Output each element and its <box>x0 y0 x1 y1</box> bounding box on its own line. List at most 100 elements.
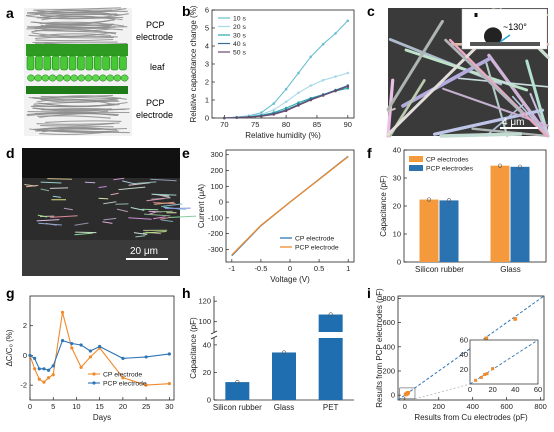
category-label: Glass <box>500 265 520 274</box>
spongy-cell <box>34 74 43 82</box>
data-point <box>37 377 41 381</box>
panel-label-e: e <box>182 145 190 161</box>
legend-marker <box>92 381 96 385</box>
data-point <box>321 78 325 82</box>
sem-texture-strand <box>49 187 69 189</box>
sem-texture-strand <box>158 194 171 198</box>
data-point <box>33 367 37 371</box>
fiber-strand <box>35 110 109 115</box>
x-tick-label: 1 <box>346 264 350 273</box>
x-tick-label: 600 <box>500 402 513 411</box>
y-tick-label: 100 <box>198 317 211 326</box>
chart-e: -1 -0.5 0 0.5 1 -300 -200 -100 0 100 200 300 Voltage… <box>197 149 355 284</box>
data-point <box>321 94 325 97</box>
sem-texture-strand <box>130 207 145 211</box>
scale-bar-d <box>126 258 168 260</box>
data-point <box>98 344 102 349</box>
data-point <box>297 91 300 95</box>
label-pcp-top-2: electrode <box>136 32 173 42</box>
fiber-strand <box>40 14 124 19</box>
palisade-cell <box>110 55 119 71</box>
data-point <box>46 376 51 380</box>
sem-texture-strand <box>122 180 135 185</box>
palisade-cell <box>43 55 52 71</box>
category-label: Silicon rubber <box>213 403 262 412</box>
sem-texture-strand <box>133 232 148 235</box>
data-point <box>51 373 55 377</box>
data-point <box>284 109 288 113</box>
plot-frame <box>397 295 545 401</box>
sem-texture-strand <box>153 216 166 220</box>
spongy-cell <box>77 74 86 82</box>
x-axis-label: Relative humidity (%) <box>245 131 321 140</box>
data-point <box>37 367 41 371</box>
sem-fibers-c <box>386 8 550 138</box>
y-tick-label: 2 <box>205 78 209 87</box>
data-marker <box>497 163 503 168</box>
spongy-cell <box>55 74 64 82</box>
fiber-strand <box>26 13 129 20</box>
y-tick-label: 4 <box>205 42 209 51</box>
x-tick-label: 800 <box>534 402 547 411</box>
category-label: PET <box>323 403 339 412</box>
y-tick-label: -200 <box>208 229 223 238</box>
data-point <box>334 32 337 35</box>
panel-label-h: h <box>182 285 191 301</box>
data-marker <box>426 197 432 202</box>
data-point <box>88 355 92 359</box>
sem-texture-strand <box>40 181 62 184</box>
data-point <box>334 89 337 93</box>
y-tick-label: 3 <box>205 60 209 69</box>
x-tick-label: 90 <box>344 120 352 129</box>
fiber-strand <box>42 13 112 19</box>
legend-label: 30 s <box>233 33 246 40</box>
sem-fiber <box>471 127 550 138</box>
inset-data-point <box>479 375 483 379</box>
spongy-cell <box>91 74 100 82</box>
plot-frame <box>29 295 175 401</box>
y-axis-label: ΔC/C₀ (%) <box>5 329 14 366</box>
scale-bar-c <box>500 127 538 129</box>
x-tick-label: 5 <box>51 402 55 411</box>
x-tick-label: 15 <box>96 402 104 411</box>
sem-texture-strand <box>168 215 197 218</box>
inset-data-point <box>491 367 495 371</box>
leaf-cells <box>26 55 129 82</box>
fiber-strand <box>32 126 114 131</box>
panel-label-i: i <box>367 285 371 301</box>
panel-label-c: c <box>367 3 375 19</box>
inset-x-tick-label: 20 <box>488 385 496 394</box>
sem-fiber <box>511 95 549 137</box>
palisade-cell <box>35 55 43 71</box>
data-point <box>70 346 74 350</box>
y-tick-label: 0 <box>397 258 401 267</box>
x-tick-label: 0 <box>403 402 407 411</box>
sem-texture-strand <box>110 192 119 196</box>
fiber-strand <box>37 115 111 119</box>
data-point <box>309 84 313 87</box>
palisade-cell <box>85 55 94 71</box>
data-point <box>144 383 148 387</box>
chart-b: 70 75 80 85 90 0 1 2 3 4 5 6 Relative humidity (%) Re… <box>189 5 355 140</box>
data-marker <box>446 198 452 203</box>
y-axis-label: Capacitance (pF) <box>379 175 388 237</box>
data-point <box>144 355 148 359</box>
panel-label-b: b <box>182 3 191 19</box>
spongy-cell <box>84 74 93 82</box>
sem-texture-strand <box>144 213 171 217</box>
spongy-cell <box>41 74 50 82</box>
bar <box>419 199 439 262</box>
bar <box>510 166 530 262</box>
data-point <box>346 85 350 88</box>
sem-texture-strand <box>63 207 73 211</box>
sem-texture-strand <box>113 177 125 181</box>
chart-g: 0 5 10 15 20 25 30 -2 0 2 Days ΔC/C₀ (%) CP electrod… <box>5 295 175 422</box>
bar-lower <box>318 338 343 400</box>
fiber-strand <box>30 104 120 108</box>
x-tick-label: 0 <box>28 402 32 411</box>
y-tick-label: 300 <box>210 150 223 159</box>
data-point <box>121 376 125 380</box>
bar <box>225 382 250 400</box>
inset-y-tick-label: 20 <box>460 365 468 374</box>
